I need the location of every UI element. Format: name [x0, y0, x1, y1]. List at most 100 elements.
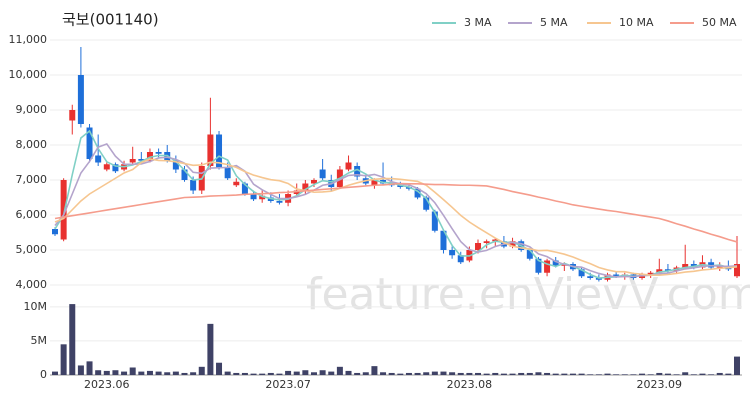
- candle-body: [354, 166, 361, 177]
- ma-line: [54, 142, 738, 278]
- volume-bar: [569, 373, 576, 375]
- volume-bar: [664, 373, 671, 375]
- candle-body: [431, 211, 438, 231]
- volume-bar: [500, 373, 507, 375]
- y-tick-label: 9,000: [16, 103, 48, 116]
- volume-bar: [388, 372, 395, 375]
- volume-bar: [207, 323, 214, 375]
- candle-body: [734, 264, 740, 277]
- volume-bar: [336, 366, 343, 375]
- y-tick-label: 8,000: [16, 138, 48, 151]
- ma-line: [54, 158, 738, 276]
- volume-bar: [310, 372, 317, 375]
- candle-body: [95, 155, 102, 163]
- candle-body: [250, 194, 257, 200]
- candle-body: [587, 276, 594, 278]
- volume-bar: [241, 372, 248, 375]
- volume-bar: [172, 371, 179, 375]
- volume-bar: [734, 356, 740, 375]
- candle-body: [310, 180, 317, 184]
- volume-bar: [129, 367, 136, 375]
- candle-body: [319, 169, 326, 179]
- legend-label: 3 MA: [464, 16, 492, 29]
- candle-body: [371, 180, 378, 186]
- y-tick-label: 5M: [31, 334, 48, 347]
- legend-label: 50 MA: [702, 16, 737, 29]
- candle-body: [613, 274, 620, 277]
- candle-body: [423, 197, 430, 210]
- volume-bar: [587, 374, 594, 375]
- candle-body: [69, 110, 76, 121]
- volume-bar: [552, 373, 559, 375]
- candle-body: [302, 183, 309, 191]
- volume-bar: [86, 361, 93, 375]
- candle-body: [526, 250, 533, 259]
- volume-bar: [682, 372, 689, 375]
- volume-bar: [216, 362, 223, 375]
- candle-body: [77, 75, 84, 124]
- volume-bar: [518, 372, 525, 375]
- volume-bar: [544, 372, 551, 375]
- volume-bar: [112, 370, 119, 375]
- volume-bar: [380, 372, 387, 375]
- watermark: feature.enVievV.com: [306, 269, 750, 320]
- volume-bar: [431, 371, 438, 375]
- volume-bar: [103, 370, 110, 375]
- volume-bar: [319, 370, 326, 375]
- volume-bar: [466, 372, 473, 375]
- volume-bar: [630, 374, 637, 375]
- legend-label: 5 MA: [540, 16, 568, 29]
- volume-bar: [716, 372, 723, 375]
- volume-bar: [155, 371, 162, 375]
- y-tick-label: 6,000: [16, 208, 48, 221]
- candle-body: [155, 152, 162, 154]
- volume-bar: [647, 374, 654, 375]
- chart-title: 국보(001140): [62, 11, 159, 29]
- candle-body: [112, 164, 119, 172]
- volume-bar: [526, 372, 533, 375]
- candle-body: [475, 243, 482, 250]
- y-tick-label: 11,000: [9, 33, 48, 46]
- volume-bar: [423, 372, 430, 375]
- volume-bar: [397, 373, 404, 375]
- volume-bar: [449, 372, 456, 375]
- candle-body: [647, 272, 654, 275]
- volume-bar: [181, 372, 188, 375]
- volume-bar: [233, 372, 240, 375]
- volume-bar: [198, 366, 205, 375]
- volume-bar: [60, 344, 67, 375]
- candle-body: [492, 239, 499, 242]
- candle-body: [440, 230, 447, 250]
- candle-body: [509, 241, 516, 247]
- candle-body: [138, 159, 145, 161]
- candle-body: [207, 134, 214, 166]
- volume-bar: [293, 371, 300, 375]
- candle-body: [483, 241, 490, 243]
- volume-bar: [302, 370, 309, 375]
- volume-bar: [535, 372, 542, 375]
- candle-body: [708, 262, 715, 268]
- candle-body: [656, 269, 663, 273]
- y-tick-label: 10M: [24, 300, 48, 313]
- y-tick-label: 5,000: [16, 243, 48, 256]
- volume-bar: [190, 372, 197, 375]
- volume-bar: [492, 372, 499, 375]
- candle-body: [414, 188, 421, 198]
- volume-bar: [285, 370, 292, 375]
- volume-bar: [224, 371, 231, 375]
- candle-body: [578, 269, 585, 277]
- volume-bar: [561, 373, 568, 375]
- x-tick-label: 2023.06: [84, 378, 130, 391]
- volume-bar: [475, 372, 482, 375]
- volume-bar: [52, 371, 58, 375]
- volume-bar: [95, 370, 102, 375]
- candle-body: [181, 169, 188, 180]
- candle-body: [146, 152, 153, 161]
- candle-body: [595, 278, 602, 280]
- candle-body: [535, 258, 542, 273]
- candle-body: [86, 127, 93, 159]
- candle-body: [224, 167, 231, 179]
- volume-bar: [414, 372, 421, 375]
- volume-bar: [613, 374, 620, 375]
